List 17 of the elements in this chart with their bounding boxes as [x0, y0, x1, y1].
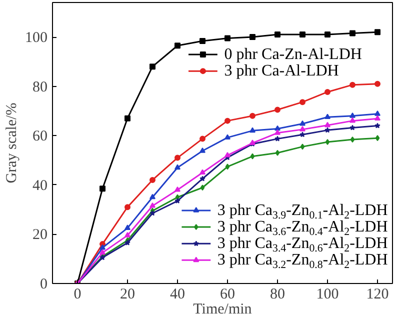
y-tick-label: 40 — [32, 178, 48, 194]
x-tick-label: 100 — [316, 286, 339, 302]
x-tick-label: 60 — [220, 286, 235, 302]
y-tick-label: 100 — [25, 30, 48, 46]
x-tick-label: 20 — [120, 286, 135, 302]
y-axis-title: Gray scale/% — [4, 102, 20, 184]
legend-label: 0 phr Ca-Zn-Al-LDH — [224, 46, 362, 63]
y-tick-label: 0 — [40, 276, 48, 292]
y-tick-label: 60 — [32, 128, 48, 145]
y-tick-label: 20 — [32, 227, 48, 244]
legend-label: 3 phr Ca-Al-LDH — [224, 62, 340, 80]
x-axis-title: Time/min — [193, 302, 252, 318]
x-tick-label: 120 — [366, 286, 389, 302]
y-tick-label: 80 — [32, 79, 48, 96]
x-tick-label: 80 — [270, 286, 285, 302]
x-tick-label: 0 — [74, 286, 82, 302]
x-tick-label: 40 — [170, 286, 185, 302]
